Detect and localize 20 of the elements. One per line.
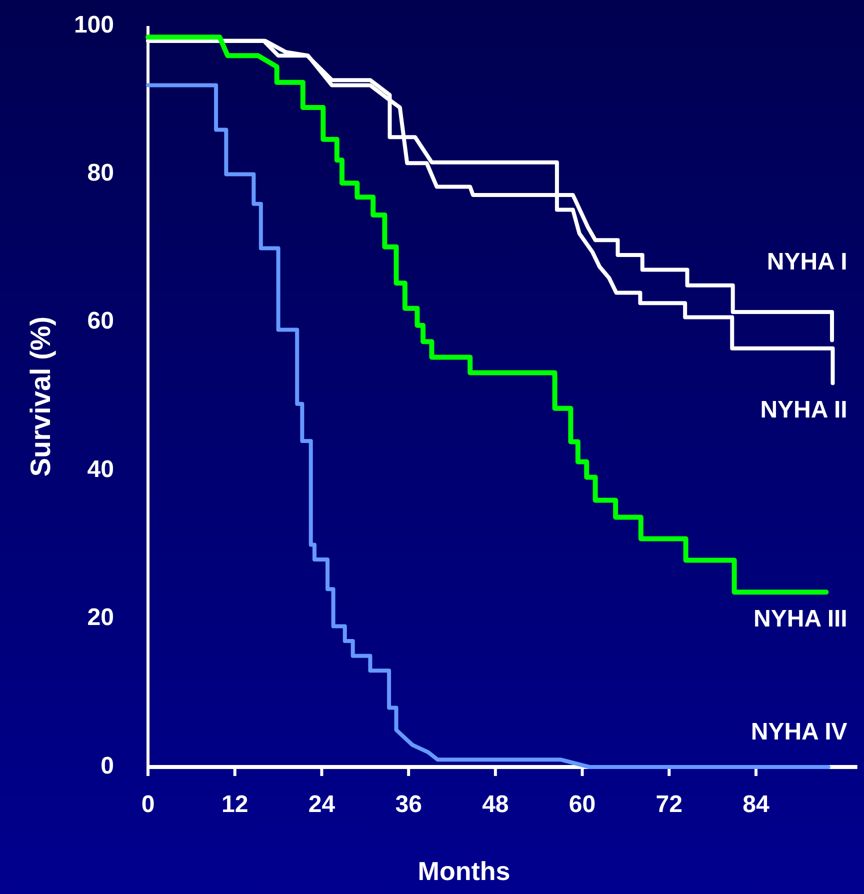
x-tick-label: 72 bbox=[656, 791, 682, 818]
y-tick-label: 100 bbox=[74, 11, 114, 38]
y-tick-label: 80 bbox=[87, 160, 114, 187]
series-label: NYHA I bbox=[766, 248, 848, 276]
y-axis-title: Survival (%) bbox=[25, 316, 56, 477]
x-tick-label: 36 bbox=[395, 791, 422, 818]
x-tick-label: 12 bbox=[222, 791, 248, 818]
x-tick-label: 24 bbox=[308, 791, 336, 818]
series-label: NYHA II bbox=[760, 396, 848, 424]
x-tick-label: 84 bbox=[742, 791, 770, 818]
x-tick-label: 60 bbox=[568, 791, 596, 818]
y-tick-label: 60 bbox=[87, 308, 114, 335]
x-tick-label: 0 bbox=[141, 791, 155, 818]
x-axis-title: Months bbox=[418, 856, 510, 886]
series-label: NYHA IV bbox=[750, 718, 848, 746]
y-tick-label: 0 bbox=[100, 752, 114, 780]
series-label: NYHA III bbox=[754, 605, 848, 632]
y-tick-label: 20 bbox=[87, 604, 114, 632]
x-tick-label: 48 bbox=[482, 791, 509, 818]
y-tick-label: 40 bbox=[87, 456, 114, 483]
